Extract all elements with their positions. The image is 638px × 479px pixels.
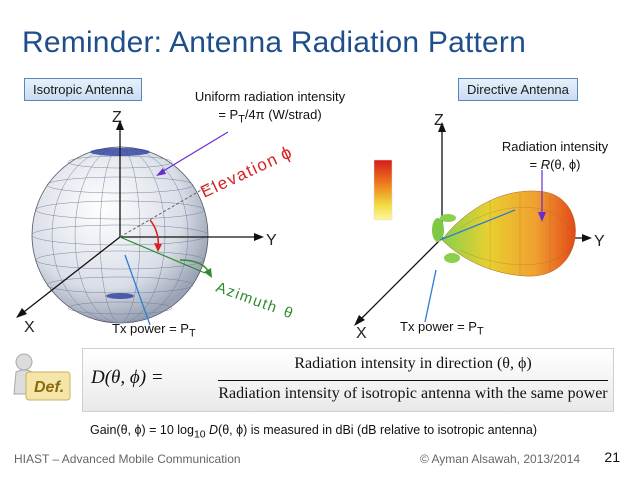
definition-badge-text: Def. bbox=[34, 379, 64, 396]
azimuth-projection bbox=[119, 236, 206, 274]
directivity-formula: D(θ, ϕ) = Radiation intensity in directi… bbox=[82, 348, 614, 412]
radiation-intensity-line1: Radiation intensity bbox=[501, 139, 609, 154]
uniform-intensity-line2: = PT/4π (W/strad) bbox=[218, 107, 322, 126]
sphere-bottom-cap bbox=[106, 293, 134, 299]
side-lobe-1 bbox=[444, 253, 460, 263]
y-axis-label: Y bbox=[266, 232, 277, 249]
slide-title: Reminder: Antenna Radiation Pattern bbox=[22, 26, 526, 59]
y-axis-label-right: Y bbox=[594, 233, 605, 250]
direction-line bbox=[119, 181, 216, 238]
footer-left: HIAST – Advanced Mobile Communication bbox=[14, 452, 241, 466]
color-scale-bar bbox=[373, 159, 393, 221]
uniform-intensity-pointer bbox=[159, 131, 229, 174]
radiation-intensity-note: Radiation intensity = R(θ, ϕ) bbox=[480, 138, 630, 174]
footer-right: © Ayman Alsawah, 2013/2014 bbox=[420, 452, 581, 466]
directive-diagram: Z Y X bbox=[354, 112, 605, 342]
uniform-intensity-line1: Uniform radiation intensity bbox=[194, 89, 346, 104]
tx-pointer-left bbox=[124, 254, 151, 326]
z-axis-label: Z bbox=[112, 109, 122, 126]
tx-pointer-right bbox=[424, 269, 437, 323]
side-lobe-2 bbox=[440, 214, 456, 222]
azimuth-symbol: θ bbox=[281, 303, 295, 322]
radiation-intensity-line2: = R(θ, ϕ) bbox=[529, 157, 581, 172]
gain-definition: Gain(θ, ϕ) = 10 log10 D(θ, ϕ) is measure… bbox=[90, 423, 537, 441]
formula-denominator: Radiation intensity of isotropic antenna… bbox=[218, 385, 608, 402]
z-axis-label-right: Z bbox=[434, 112, 444, 129]
x-axis-label: X bbox=[24, 319, 35, 336]
formula-numerator: Radiation intensity in direction (θ, ϕ) bbox=[294, 355, 532, 372]
elevation-symbol: ϕ bbox=[277, 142, 295, 164]
tx-power-left: Tx power = PT bbox=[112, 321, 196, 340]
tx-power-right: Tx power = PT bbox=[400, 319, 484, 338]
x-axis-right bbox=[357, 237, 443, 323]
elevation-label: Elevation bbox=[198, 149, 282, 201]
x-axis-label-right: X bbox=[356, 325, 367, 342]
main-lobe bbox=[441, 190, 576, 277]
definition-badge: Def. bbox=[13, 353, 71, 401]
isotropic-antenna-label: Isotropic Antenna bbox=[24, 78, 143, 101]
formula-lhs: D(θ, ϕ) = bbox=[91, 367, 164, 388]
page-number: 21 bbox=[604, 449, 620, 465]
directive-antenna-label: Directive Antenna bbox=[458, 78, 578, 101]
formula-fraction-bar bbox=[218, 380, 608, 382]
directive-direction-line bbox=[439, 209, 516, 241]
uniform-intensity-note: Uniform radiation intensity = PT/4π (W/s… bbox=[180, 88, 360, 129]
x-axis bbox=[19, 236, 121, 316]
isotropic-diagram: Z Y X Elevation ϕ Azimuth θ bbox=[16, 109, 295, 336]
azimuth-label: Azimuth bbox=[214, 279, 281, 317]
back-lobe bbox=[432, 218, 444, 242]
